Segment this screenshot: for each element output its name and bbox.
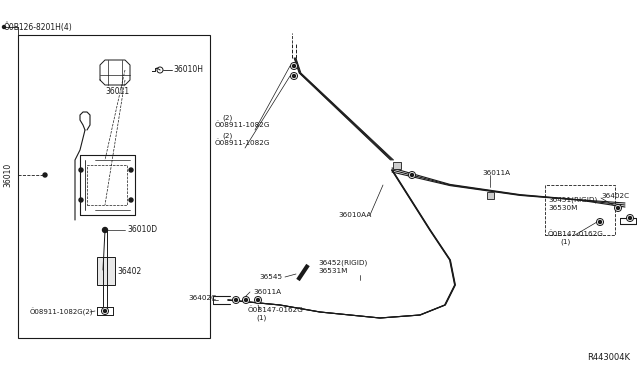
Circle shape <box>79 168 83 172</box>
Circle shape <box>628 217 632 219</box>
Text: 36452(RIGID): 36452(RIGID) <box>318 260 367 266</box>
Circle shape <box>129 198 133 202</box>
Bar <box>18 35 210 338</box>
Text: 36402C: 36402C <box>189 295 217 301</box>
Text: 36011A: 36011A <box>482 170 510 176</box>
Circle shape <box>257 298 259 301</box>
Text: 36010D: 36010D <box>127 225 157 234</box>
Circle shape <box>43 173 47 177</box>
Text: 36010H: 36010H <box>173 65 203 74</box>
Circle shape <box>627 215 634 221</box>
Circle shape <box>255 296 262 304</box>
Text: Ô0B147-0162G: Ô0B147-0162G <box>248 307 304 313</box>
Circle shape <box>410 173 413 176</box>
Text: 36011A: 36011A <box>253 289 281 295</box>
Text: Ô08911-1082G: Ô08911-1082G <box>215 140 271 146</box>
Text: (1): (1) <box>256 315 266 321</box>
Circle shape <box>102 228 108 232</box>
Circle shape <box>129 168 133 172</box>
Circle shape <box>291 62 298 70</box>
Circle shape <box>3 26 6 29</box>
Text: 36531M: 36531M <box>318 268 348 274</box>
Circle shape <box>79 198 83 202</box>
Text: (2): (2) <box>222 115 232 121</box>
Text: 36011: 36011 <box>105 87 129 96</box>
Text: 36451(RIGID): 36451(RIGID) <box>548 197 597 203</box>
Bar <box>545 185 615 235</box>
Circle shape <box>292 64 296 67</box>
Bar <box>393 161 401 169</box>
Bar <box>486 192 493 199</box>
Text: Ô0B147-0162G: Ô0B147-0162G <box>548 231 604 237</box>
Circle shape <box>243 296 250 304</box>
Circle shape <box>408 171 415 179</box>
Circle shape <box>292 74 296 77</box>
Text: 36010: 36010 <box>3 163 12 187</box>
Text: 36010AA: 36010AA <box>338 212 371 218</box>
Text: (1): (1) <box>560 239 570 245</box>
Bar <box>87 165 127 205</box>
Circle shape <box>104 310 106 312</box>
Text: Ô08911-1082G: Ô08911-1082G <box>215 122 271 128</box>
Text: Ô0B126-8201H(4): Ô0B126-8201H(4) <box>4 22 73 32</box>
Text: 36402C: 36402C <box>601 193 629 199</box>
Circle shape <box>596 218 604 225</box>
Circle shape <box>616 206 620 209</box>
Circle shape <box>232 296 239 304</box>
Text: 36530M: 36530M <box>548 205 577 211</box>
Circle shape <box>234 298 237 301</box>
Circle shape <box>102 308 109 314</box>
Text: 36402: 36402 <box>117 266 141 276</box>
Circle shape <box>291 73 298 80</box>
Bar <box>97 257 115 285</box>
Circle shape <box>244 298 248 301</box>
Text: Ô08911-1082G(2): Ô08911-1082G(2) <box>30 308 93 316</box>
Circle shape <box>598 221 602 224</box>
Circle shape <box>157 67 163 73</box>
Text: 36545: 36545 <box>260 274 283 280</box>
Text: R443004K: R443004K <box>587 353 630 362</box>
Text: (2): (2) <box>222 133 232 139</box>
Circle shape <box>614 205 621 212</box>
